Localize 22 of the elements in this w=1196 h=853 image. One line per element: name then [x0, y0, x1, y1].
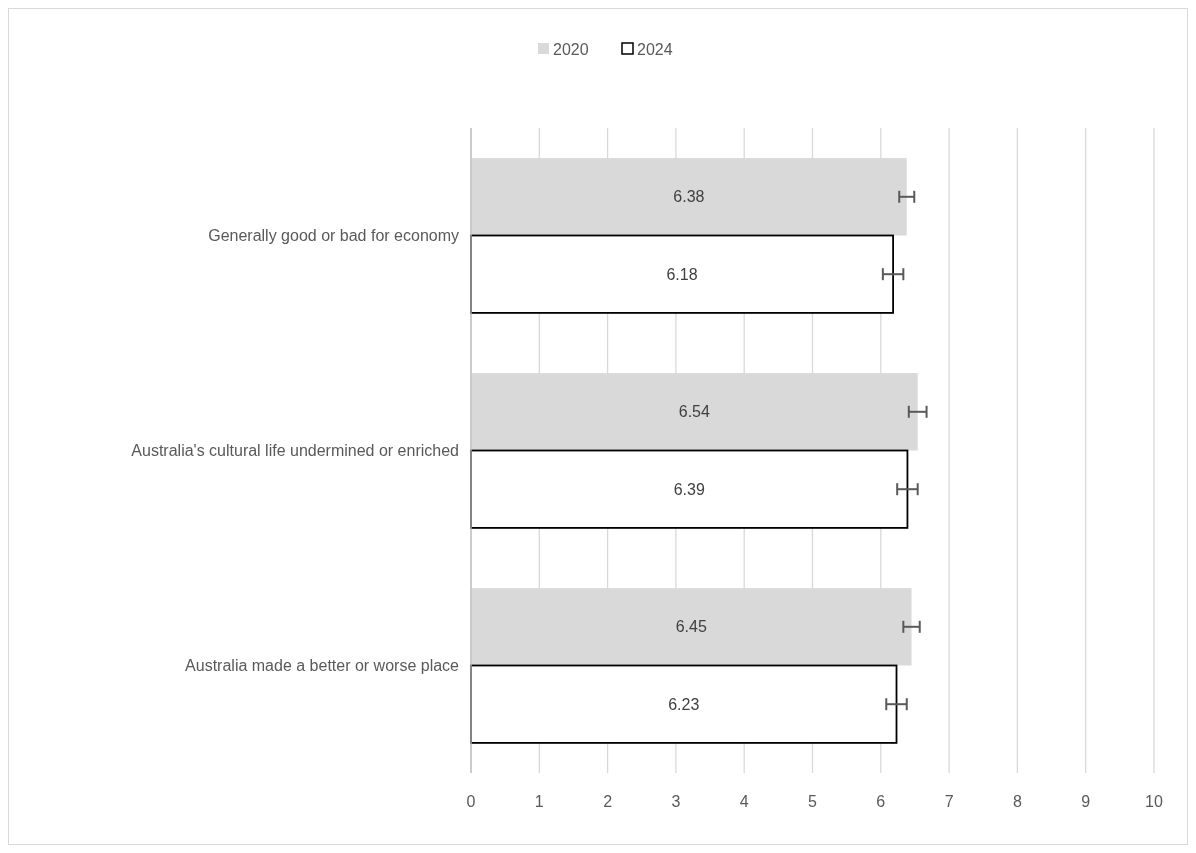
- legend-label: 2024: [637, 40, 673, 58]
- data-label: 6.38: [673, 188, 705, 206]
- data-label: 6.39: [673, 480, 705, 498]
- x-tick-label: 10: [1145, 793, 1163, 810]
- x-tick-label: 5: [808, 793, 818, 810]
- data-label: 6.23: [668, 695, 700, 713]
- y-tick-label: Australia made a better or worse place: [185, 657, 460, 675]
- x-tick-label: 2: [603, 793, 613, 810]
- x-tick-label: 1: [534, 793, 544, 810]
- data-label: 6.54: [678, 403, 711, 421]
- x-tick-label: 0: [466, 793, 476, 810]
- x-tick-label: 9: [1081, 793, 1091, 810]
- y-tick-label: Generally good or bad for economy: [208, 227, 459, 245]
- x-tick-label: 3: [671, 793, 681, 810]
- x-tick-label: 8: [1012, 793, 1022, 810]
- y-tick-label: Australia's cultural life undermined or enriched: [131, 442, 459, 460]
- x-tick-label: 6: [876, 793, 886, 810]
- legend-label: 2020: [553, 40, 589, 58]
- data-label: 6.45: [675, 618, 707, 636]
- x-tick-label: 7: [944, 793, 954, 810]
- x-tick-label: 4: [739, 793, 749, 810]
- data-label: 6.18: [666, 265, 698, 283]
